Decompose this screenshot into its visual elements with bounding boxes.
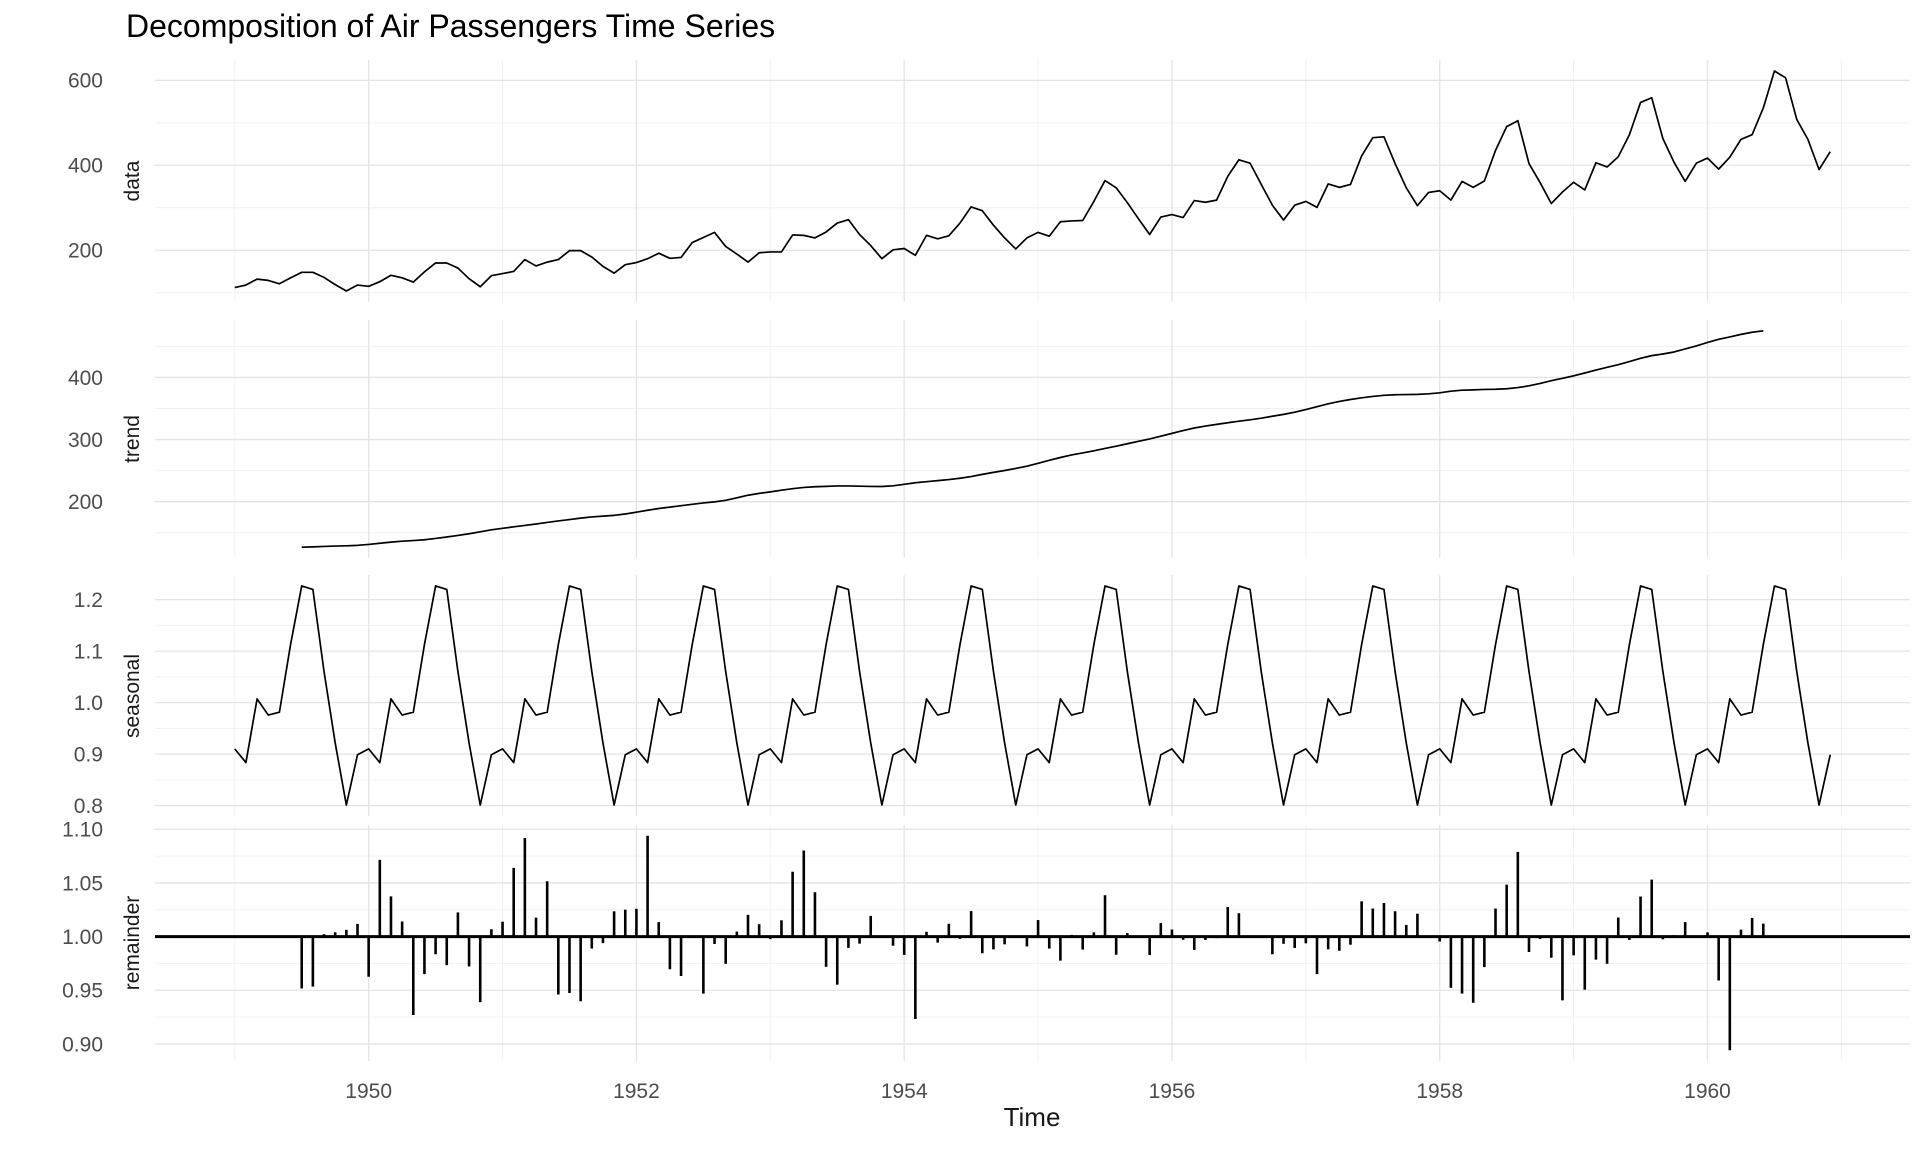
y-tick-label: 1.10 [62, 819, 103, 842]
panel-label-data: data [121, 160, 144, 202]
y-tick-label: 200 [68, 491, 103, 514]
series-data-line [234, 70, 1831, 292]
chart-title: Decomposition of Air Passengers Time Ser… [126, 8, 776, 44]
y-tick-label: 300 [68, 429, 103, 452]
y-tick-label: 0.8 [74, 795, 103, 818]
series-trend-line [301, 329, 1764, 549]
panel-label-remainder: remainder [121, 895, 144, 991]
y-tick-label: 1.05 [62, 872, 103, 895]
x-tick-label: 1960 [1684, 1080, 1731, 1103]
x-tick-label: 1958 [1416, 1080, 1463, 1103]
x-tick-label: 1950 [345, 1080, 392, 1103]
x-tick-label: 1954 [881, 1080, 928, 1103]
y-tick-label: 1.1 [74, 640, 103, 663]
y-tick-label: 400 [68, 367, 103, 390]
y-tick-label: 1.0 [74, 692, 103, 715]
y-tick-label: 1.2 [74, 589, 103, 612]
x-tick-label: 1952 [613, 1080, 660, 1103]
y-tick-label: 1.00 [62, 926, 103, 949]
y-tick-label: 400 [68, 155, 103, 178]
x-tick-label: 1956 [1149, 1080, 1196, 1103]
series-seasonal-line [234, 585, 1832, 806]
y-tick-label: 0.95 [62, 980, 103, 1003]
y-tick-label: 0.9 [74, 743, 103, 766]
y-tick-label: 0.90 [62, 1033, 103, 1056]
y-tick-label: 600 [68, 70, 103, 93]
panel-label-seasonal: seasonal [121, 653, 144, 738]
y-tick-label: 200 [68, 240, 103, 263]
panel-label-trend: trend [121, 415, 144, 463]
x-axis-title: Time [1003, 1102, 1061, 1132]
